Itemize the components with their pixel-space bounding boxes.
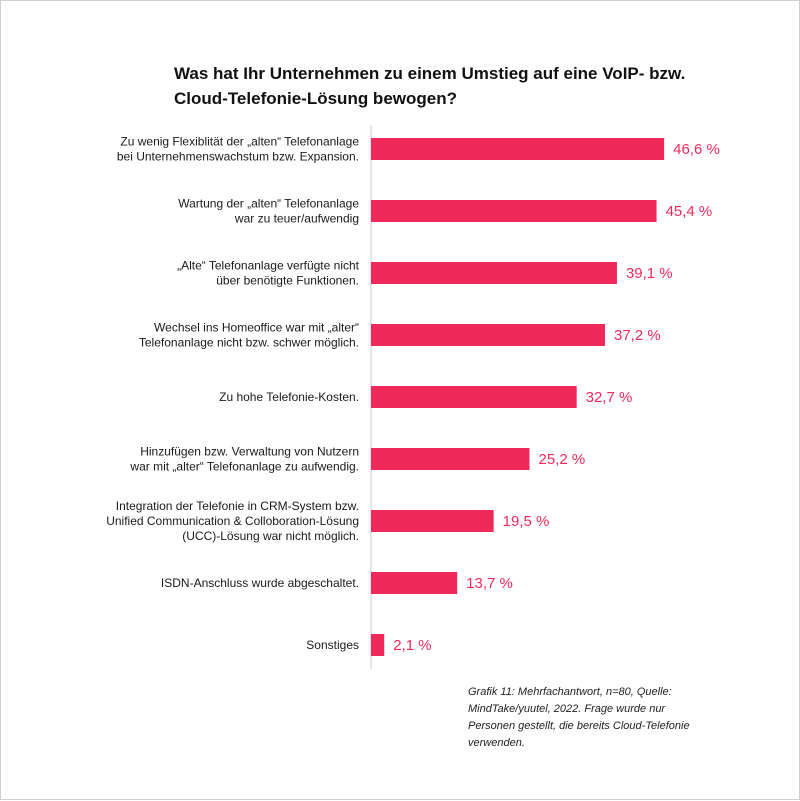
bar-1: [371, 200, 657, 222]
value-label-0: 46,6 %: [673, 141, 720, 158]
category-label-4: Zu hohe Telefonie-Kosten.: [219, 390, 359, 404]
category-label-0: Zu wenig Flexiblität der „alten“ Telefon…: [117, 135, 359, 164]
footnote-line-4: verwenden.: [468, 737, 525, 749]
value-label-1: 45,4 %: [666, 203, 713, 220]
value-label-5: 25,2 %: [539, 451, 586, 468]
value-label-6: 19,5 %: [503, 513, 550, 530]
footnote-line-1: Grafik 11: Mehrfachantwort, n=80, Quelle…: [468, 686, 672, 698]
category-label-2: „Alte“ Telefonanlage verfügte nicht über …: [177, 259, 360, 288]
chart-title-line-2: Cloud-Telefonie-Lösung bewogen?: [174, 89, 457, 108]
bar-5: [371, 448, 530, 470]
value-label-8: 2,1 %: [393, 637, 431, 654]
category-label-1-line-0: Wartung der „alten“ Telefonanlage: [178, 197, 359, 211]
bar-group: 46,6 % Zu wenig Flexiblität der „alten“ T…: [106, 135, 720, 656]
category-label-6-line-0: Integration der Telefonie in CRM-System …: [116, 499, 359, 513]
category-label-5-line-1: war mit „alter“ Telefonanlage zu aufwend…: [129, 460, 359, 474]
category-label-0-line-1: bei Unternehmenswachstum bzw. Expansion.: [117, 150, 359, 164]
category-label-7-line-0: ISDN-Anschluss wurde abgeschaltet.: [161, 576, 359, 590]
category-label-0-line-0: Zu wenig Flexiblität der „alten“ Telefon…: [120, 135, 359, 149]
chart-title: Was hat Ihr Unternehmen zu einem Umstieg…: [174, 61, 774, 111]
category-label-3: Wechsel ins Homeoffice war mit „alter“ Te…: [139, 321, 359, 350]
footnote-line-2: MindTake/yuutel, 2022. Frage wurde nur: [468, 703, 666, 715]
category-label-4-line-0: Zu hohe Telefonie-Kosten.: [219, 390, 359, 404]
bar-4: [371, 386, 577, 408]
footnote: Grafik 11: Mehrfachantwort, n=80, Quelle…: [468, 684, 768, 752]
category-label-2-line-1: über benötigte Funktionen.: [216, 274, 359, 288]
bar-6: [371, 510, 494, 532]
category-label-6-line-2: (UCC)-Lösung war nicht möglich.: [182, 529, 359, 543]
category-label-3-line-1: Telefonanlage nicht bzw. schwer möglich.: [139, 336, 359, 350]
chart-title-line-1: Was hat Ihr Unternehmen zu einem Umstieg…: [174, 64, 686, 83]
bar-0: [371, 138, 665, 160]
category-label-6-line-1: Unified Communication & Colloboration-Lö…: [106, 514, 359, 528]
bar-7: [371, 572, 458, 594]
category-label-5: Hinzufügen bzw. Verwaltung von Nutzern wa…: [129, 445, 359, 474]
category-label-1-line-1: war zu teuer/aufwendig: [234, 212, 359, 226]
value-label-4: 32,7 %: [586, 389, 633, 406]
category-label-6: Integration der Telefonie in CRM-System …: [106, 499, 359, 543]
category-label-8-line-0: Sonstiges: [306, 638, 359, 652]
bar-2: [371, 262, 617, 284]
bar-3: [371, 324, 605, 346]
value-label-7: 13,7 %: [466, 575, 513, 592]
category-label-2-line-0: „Alte“ Telefonanlage verfügte nicht: [177, 259, 360, 273]
footnote-line-3: Personen gestellt, die bereits Cloud-Tel…: [468, 720, 690, 732]
category-label-8: Sonstiges: [306, 638, 359, 652]
category-label-1: Wartung der „alten“ Telefonanlage war zu …: [178, 197, 359, 226]
category-label-7: ISDN-Anschluss wurde abgeschaltet.: [161, 576, 359, 590]
value-label-2: 39,1 %: [626, 265, 673, 282]
bar-8: [371, 634, 385, 656]
category-label-3-line-0: Wechsel ins Homeoffice war mit „alter“: [154, 321, 359, 335]
value-label-3: 37,2 %: [614, 327, 661, 344]
category-label-5-line-0: Hinzufügen bzw. Verwaltung von Nutzern: [140, 445, 359, 459]
